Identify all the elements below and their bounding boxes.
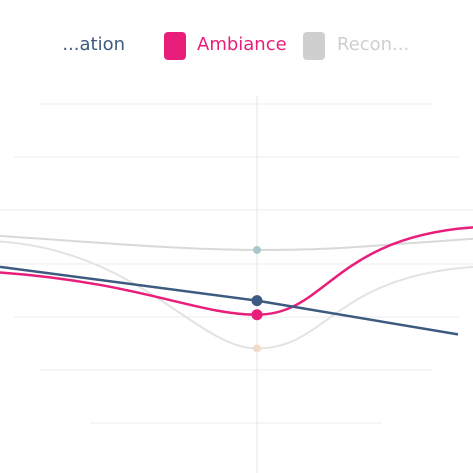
legend-label: Recon... xyxy=(337,34,409,55)
grid xyxy=(0,96,473,473)
series-line xyxy=(0,240,473,350)
series-line xyxy=(0,234,473,251)
point-layer xyxy=(251,245,263,353)
legend-item[interactable]: ...ation xyxy=(62,34,125,55)
legend-label: Ambiance xyxy=(197,34,287,55)
legend: ...ation Ambiance Recon... xyxy=(62,32,409,60)
data-point[interactable] xyxy=(251,309,263,321)
legend-swatch xyxy=(164,32,186,60)
legend-item[interactable]: Recon... xyxy=(303,32,409,60)
legend-swatch xyxy=(303,32,325,60)
legend-label: ...ation xyxy=(62,34,125,55)
data-point[interactable] xyxy=(253,245,261,254)
series-layer xyxy=(0,226,473,350)
data-point[interactable] xyxy=(253,344,261,353)
data-point[interactable] xyxy=(251,295,263,307)
legend-item[interactable]: Ambiance xyxy=(164,32,287,60)
series-line xyxy=(0,265,459,336)
